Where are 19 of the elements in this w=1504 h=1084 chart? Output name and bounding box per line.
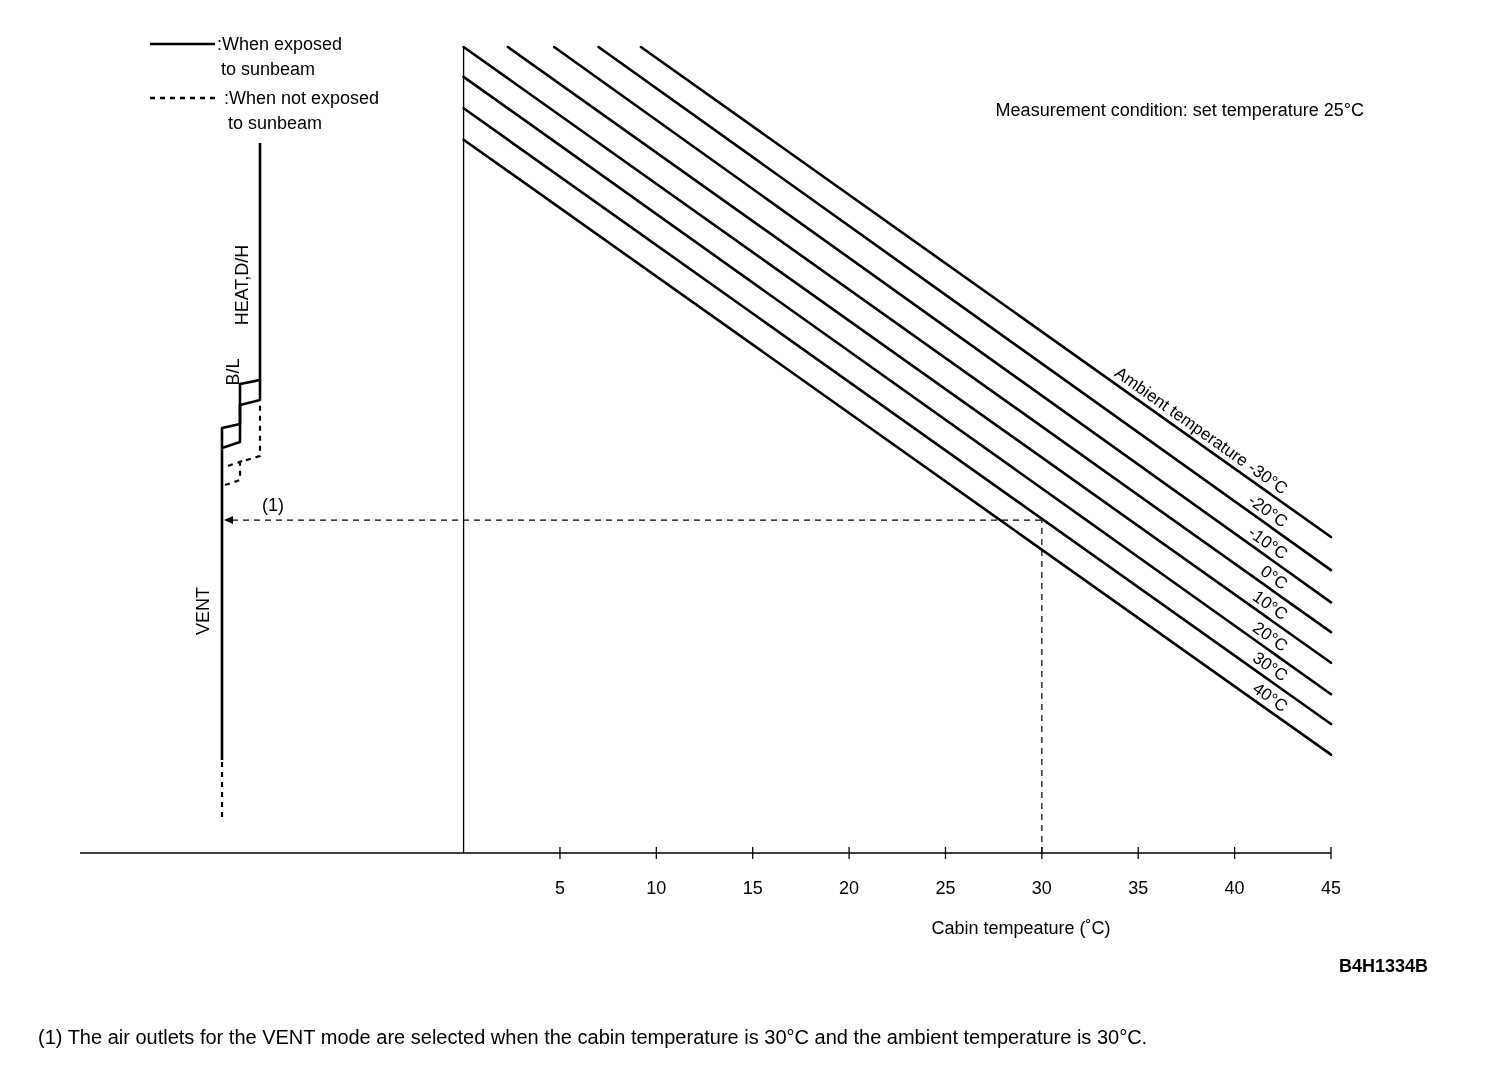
text: B4H1334B [1338, 956, 1428, 976]
x-tick-label: 40 [1224, 878, 1245, 898]
annotation: Measurement condition: set temperature 25°C [995, 100, 1364, 120]
x-tick-label: 30 [1031, 878, 1052, 898]
x-tick-label: 20 [839, 878, 860, 898]
annotation: B/L [223, 358, 243, 386]
x-tick-label: 5 [554, 878, 565, 898]
x-tick-label: 15 [742, 878, 763, 898]
x-tick-label: 35 [1128, 878, 1149, 898]
annotation: HEAT,D/H [232, 244, 252, 326]
annotation: :When not exposed to sunbeam [224, 88, 380, 133]
annotation: VENT [193, 586, 213, 636]
x-tick-label: 45 [1320, 878, 1342, 898]
text: (1) The air outlets for the VENT mode are selected when the cabin temperature is 30°C and the ambient temperature is 30°C. [38, 1026, 1148, 1048]
x-tick-label: 25 [935, 878, 956, 898]
x-axis-title: Cabin tempeature (˚C) [931, 918, 1111, 938]
x-tick-label: 10 [646, 878, 667, 898]
annotation: :When exposed to sunbeam [217, 34, 343, 79]
annotation: (1) [262, 495, 284, 516]
